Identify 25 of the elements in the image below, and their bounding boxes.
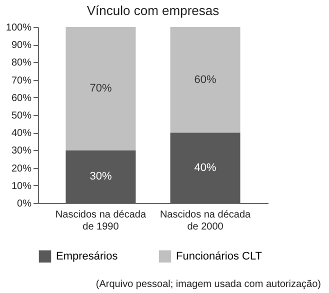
x-tick-label: Nascidos na década de 1990 [55,210,146,232]
y-tick-label: 20% [11,163,32,174]
legend-label: Funcionários CLT [176,250,262,262]
y-tick-label: 90% [11,40,32,52]
text: (Arquivo pessoal; imagem usada com autorização) [94,279,321,290]
y-tick-label: 100% [6,22,32,34]
data-label: 40% [194,162,216,174]
x-tick-label: Nascidos na década de 2000 [160,210,252,232]
bar [66,150,136,203]
chart-title: Vínculo com empresas [86,3,220,18]
data-label: 30% [90,170,112,183]
bar [66,27,136,150]
data-label: 70% [90,82,112,95]
y-tick-label: 80% [11,58,32,69]
y-tick-label: 10% [11,180,32,192]
legend-label: Empresários [56,250,118,262]
y-tick-label: 50% [11,110,32,122]
y-tick-label: 0% [17,198,32,210]
bar [170,27,240,133]
y-tick-label: 70% [11,75,32,86]
y-tick-label: 30% [11,146,32,157]
bar [170,132,240,203]
y-tick-label: 40% [11,128,32,140]
y-tick-label: 60% [11,92,32,104]
data-label: 60% [194,74,216,86]
